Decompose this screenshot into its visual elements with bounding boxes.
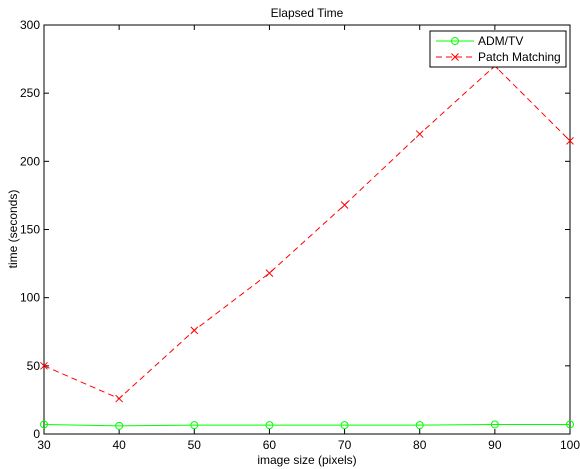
y-tick-label: 200 — [20, 154, 40, 168]
x-tick-label: 30 — [37, 438, 51, 452]
y-tick-label: 150 — [20, 223, 40, 237]
y-axis-label: time (seconds) — [6, 190, 20, 269]
legend-marker — [451, 37, 459, 45]
data-point-patch-matching — [190, 326, 199, 335]
data-point-patch-matching — [340, 201, 349, 209]
x-axis-label: image size (pixels) — [257, 453, 356, 467]
x-axis: 30 40 50 60 70 80 90 100 — [37, 25, 580, 452]
x-tick-label: 60 — [263, 438, 277, 452]
data-point-patch-matching — [40, 361, 48, 370]
y-tick-label: 0 — [33, 427, 40, 441]
data-point-patch-matching — [265, 269, 274, 277]
x-tick-label: 90 — [488, 438, 502, 452]
data-point-patch-matching — [115, 394, 123, 403]
data-point-adm-tv — [340, 421, 349, 430]
legend-label: ADM/TV — [478, 34, 523, 48]
x-tick-label: 100 — [560, 438, 580, 452]
y-tick-label: 100 — [20, 291, 40, 305]
data-point-adm-tv — [566, 420, 574, 429]
x-tick-label: 70 — [338, 438, 352, 452]
legend: ADM/TV Patch Matching — [429, 30, 567, 68]
data-point-adm-tv — [40, 420, 48, 429]
data-point-adm-tv — [115, 421, 124, 430]
y-tick-label: 50 — [27, 359, 41, 373]
data-point-patch-matching — [566, 137, 574, 145]
x-tick-label: 40 — [112, 438, 126, 452]
chart-title: Elapsed Time — [271, 6, 344, 20]
y-axis: 0 50 100 150 200 250 300 — [20, 18, 570, 441]
data-point-adm-tv — [415, 421, 424, 430]
data-point-adm-tv — [265, 421, 274, 430]
legend-marker — [451, 53, 459, 61]
y-tick-label: 250 — [20, 86, 40, 100]
series-line-adm-tv — [43, 423, 570, 427]
y-tick-label: 300 — [20, 18, 40, 32]
series-layer — [40, 62, 574, 430]
data-point-adm-tv — [190, 421, 199, 430]
x-tick-label: 80 — [413, 438, 427, 452]
legend-label: Patch Matching — [478, 50, 561, 64]
x-tick-label: 50 — [188, 438, 202, 452]
data-point-patch-matching — [415, 130, 424, 138]
plot-area — [43, 24, 571, 435]
data-point-adm-tv — [490, 420, 499, 429]
legend-box — [429, 30, 567, 68]
